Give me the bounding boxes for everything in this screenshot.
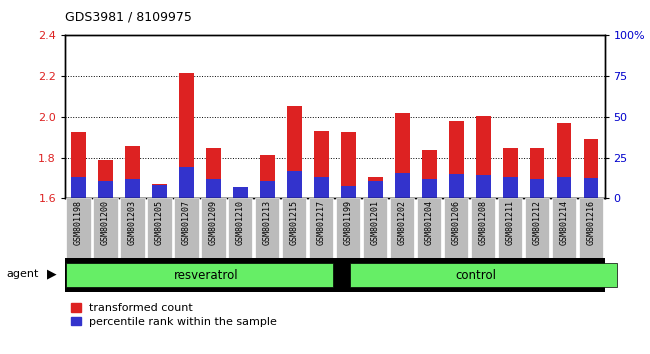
Bar	[152, 185, 167, 198]
Bar	[287, 105, 302, 198]
Bar	[341, 186, 356, 198]
Text: GSM801217: GSM801217	[317, 200, 326, 245]
FancyBboxPatch shape	[66, 263, 333, 287]
Bar	[556, 177, 571, 198]
Bar	[179, 73, 194, 198]
Bar	[395, 173, 410, 198]
FancyBboxPatch shape	[202, 198, 226, 258]
FancyBboxPatch shape	[255, 198, 280, 258]
Bar	[125, 179, 140, 198]
Bar	[260, 155, 275, 198]
Text: ▶: ▶	[47, 268, 57, 281]
Bar	[422, 179, 437, 198]
Bar	[233, 189, 248, 198]
FancyBboxPatch shape	[65, 258, 604, 292]
FancyBboxPatch shape	[120, 198, 144, 258]
Text: GSM801212: GSM801212	[532, 200, 541, 245]
Text: GSM801205: GSM801205	[155, 200, 164, 245]
Bar	[98, 160, 113, 198]
FancyBboxPatch shape	[282, 198, 306, 258]
Bar	[584, 178, 599, 198]
FancyBboxPatch shape	[228, 198, 252, 258]
Text: control: control	[456, 269, 497, 282]
Legend: transformed count, percentile rank within the sample: transformed count, percentile rank withi…	[71, 303, 278, 327]
Bar	[448, 174, 463, 198]
Bar	[98, 181, 113, 198]
Bar	[71, 132, 86, 198]
Bar	[502, 177, 517, 198]
Text: GSM801199: GSM801199	[344, 200, 353, 245]
FancyBboxPatch shape	[498, 198, 522, 258]
FancyBboxPatch shape	[471, 198, 495, 258]
FancyBboxPatch shape	[552, 198, 576, 258]
FancyBboxPatch shape	[350, 263, 617, 287]
Bar	[152, 184, 167, 198]
Text: resveratrol: resveratrol	[174, 269, 239, 282]
Bar	[448, 121, 463, 198]
Text: GDS3981 / 8109975: GDS3981 / 8109975	[65, 11, 192, 24]
Bar	[476, 116, 491, 198]
Bar	[206, 148, 221, 198]
Bar	[287, 171, 302, 198]
Text: GSM801215: GSM801215	[290, 200, 299, 245]
Bar	[556, 123, 571, 198]
FancyBboxPatch shape	[417, 198, 441, 258]
Bar	[530, 179, 545, 198]
Bar	[125, 146, 140, 198]
Text: GSM801198: GSM801198	[74, 200, 83, 245]
Text: GSM801203: GSM801203	[128, 200, 137, 245]
Text: GSM801213: GSM801213	[263, 200, 272, 245]
Text: GSM801204: GSM801204	[424, 200, 434, 245]
Text: GSM801214: GSM801214	[560, 200, 569, 245]
Text: GSM801207: GSM801207	[182, 200, 191, 245]
Bar	[260, 181, 275, 198]
Bar	[395, 113, 410, 198]
FancyBboxPatch shape	[148, 198, 172, 258]
Bar	[530, 148, 545, 198]
Text: GSM801208: GSM801208	[478, 200, 488, 245]
Text: GSM801200: GSM801200	[101, 200, 110, 245]
FancyBboxPatch shape	[390, 198, 414, 258]
Bar	[206, 179, 221, 198]
FancyBboxPatch shape	[525, 198, 549, 258]
FancyBboxPatch shape	[579, 198, 603, 258]
Bar	[368, 177, 383, 198]
Text: GSM801211: GSM801211	[506, 200, 515, 245]
Text: GSM801210: GSM801210	[236, 200, 245, 245]
Bar	[368, 181, 383, 198]
Bar	[71, 177, 86, 198]
FancyBboxPatch shape	[94, 198, 118, 258]
Bar	[584, 139, 599, 198]
Bar	[476, 175, 491, 198]
Text: GSM801216: GSM801216	[586, 200, 595, 245]
Bar	[179, 167, 194, 198]
Text: GSM801206: GSM801206	[452, 200, 461, 245]
FancyBboxPatch shape	[444, 198, 468, 258]
Bar	[502, 148, 517, 198]
FancyBboxPatch shape	[309, 198, 333, 258]
Text: GSM801209: GSM801209	[209, 200, 218, 245]
Text: agent: agent	[6, 269, 39, 279]
Text: GSM801202: GSM801202	[398, 200, 407, 245]
FancyBboxPatch shape	[174, 198, 198, 258]
Bar	[341, 132, 356, 198]
FancyBboxPatch shape	[336, 198, 360, 258]
FancyBboxPatch shape	[66, 198, 90, 258]
Text: GSM801201: GSM801201	[370, 200, 380, 245]
Bar	[314, 177, 329, 198]
FancyBboxPatch shape	[363, 198, 387, 258]
Bar	[233, 187, 248, 198]
Bar	[314, 131, 329, 198]
Bar	[422, 150, 437, 198]
